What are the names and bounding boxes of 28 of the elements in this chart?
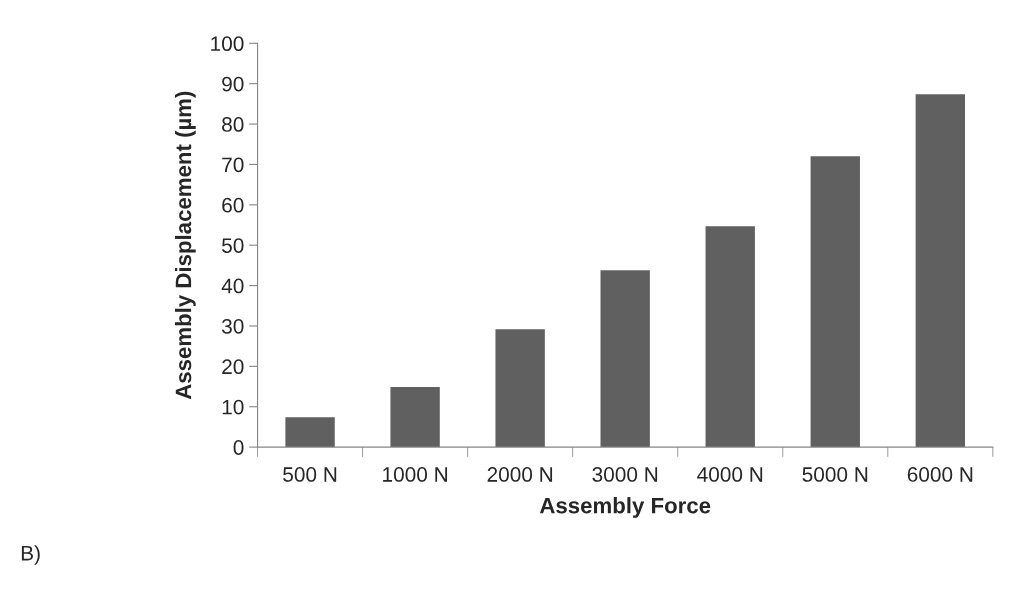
x-tick-label: 6000 N [907,467,973,482]
y-tick-label: 20 [222,359,244,375]
y-tick-label: 10 [222,399,244,415]
text: B) [21,545,40,565]
y-tick-label: 50 [222,238,244,253]
bar [600,270,650,448]
x-tick-label: 2000 N [487,467,553,482]
bar [285,417,335,448]
x-axis-title: Assembly Force [539,497,711,518]
bar [705,226,755,448]
x-tick-label: 500 N [283,467,337,482]
bar [495,329,545,448]
x-tick-label: 1000 N [383,467,447,482]
x-tick-label: 4000 N [697,467,763,482]
bar [390,386,440,448]
y-tick-label: 100 [211,36,244,52]
bar [810,156,860,448]
bar [915,94,965,448]
y-axis-title: Assembly Displacement (µm) [174,91,196,400]
x-tick-label: 5000 N [802,467,868,482]
y-tick-label: 40 [221,278,244,294]
y-tick-label: 60 [222,197,244,213]
y-tick-label: 80 [222,117,244,132]
y-tick-label: 30 [221,318,244,334]
x-tick-label: 3000 N [592,467,658,482]
y-tick-label: 90 [222,76,244,92]
y-tick-label: 70 [222,157,244,173]
y-tick-label: 0 [233,440,244,455]
